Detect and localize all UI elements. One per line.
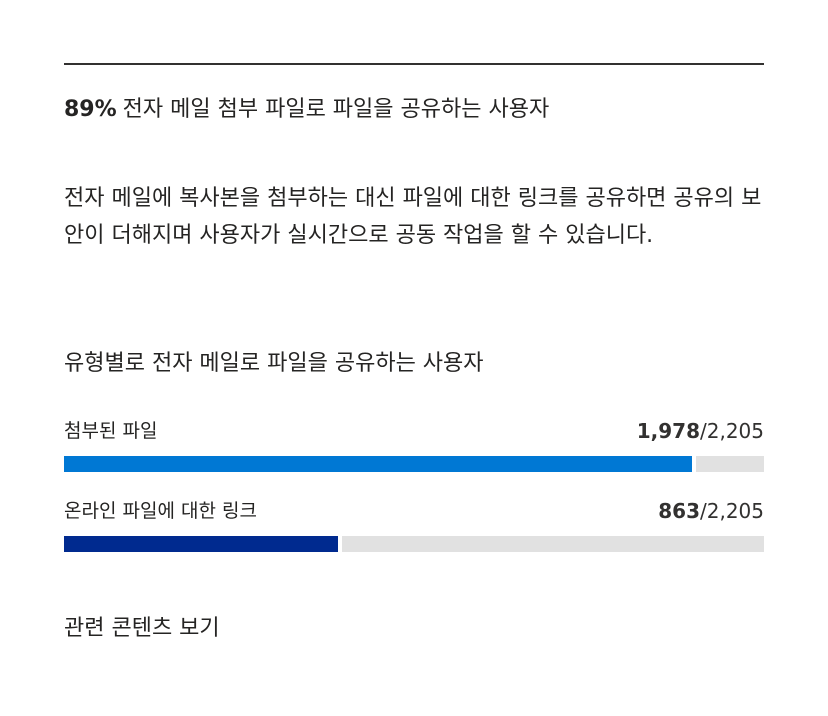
progress-fill-attachments <box>64 456 692 472</box>
metric-total-attachments: /2,205 <box>700 419 764 443</box>
metric-total-links: /2,205 <box>700 499 764 523</box>
top-divider <box>64 63 764 65</box>
headline-stat: 89% <box>64 97 117 122</box>
progress-gap-attachments <box>692 456 696 472</box>
metric-value-attachments: 1,978 <box>636 419 700 443</box>
metric-label-links: 온라인 파일에 대한 링크 <box>64 500 257 522</box>
progress-bar-links <box>64 536 764 552</box>
headline: 89% 전자 메일 첨부 파일로 파일을 공유하는 사용자 <box>64 94 549 126</box>
description-text: 전자 메일에 복사본을 첨부하는 대신 파일에 대한 링크를 공유하면 공유의 … <box>64 186 762 248</box>
progress-fill-links <box>64 536 338 552</box>
section-title: 유형별로 전자 메일로 파일을 공유하는 사용자 <box>64 351 484 376</box>
metric-label-attachments: 첨부된 파일 <box>64 420 158 442</box>
progress-bar-attachments <box>64 456 764 472</box>
metric-count-links: 863/2,205 <box>658 498 764 524</box>
metric-count-attachments: 1,978/2,205 <box>637 418 764 444</box>
headline-text: 전자 메일 첨부 파일로 파일을 공유하는 사용자 <box>122 97 550 122</box>
progress-gap-links <box>338 536 342 552</box>
metric-value-links: 863 <box>658 499 700 523</box>
related-content-link[interactable]: 관련 콘텐츠 보기 <box>64 616 220 641</box>
